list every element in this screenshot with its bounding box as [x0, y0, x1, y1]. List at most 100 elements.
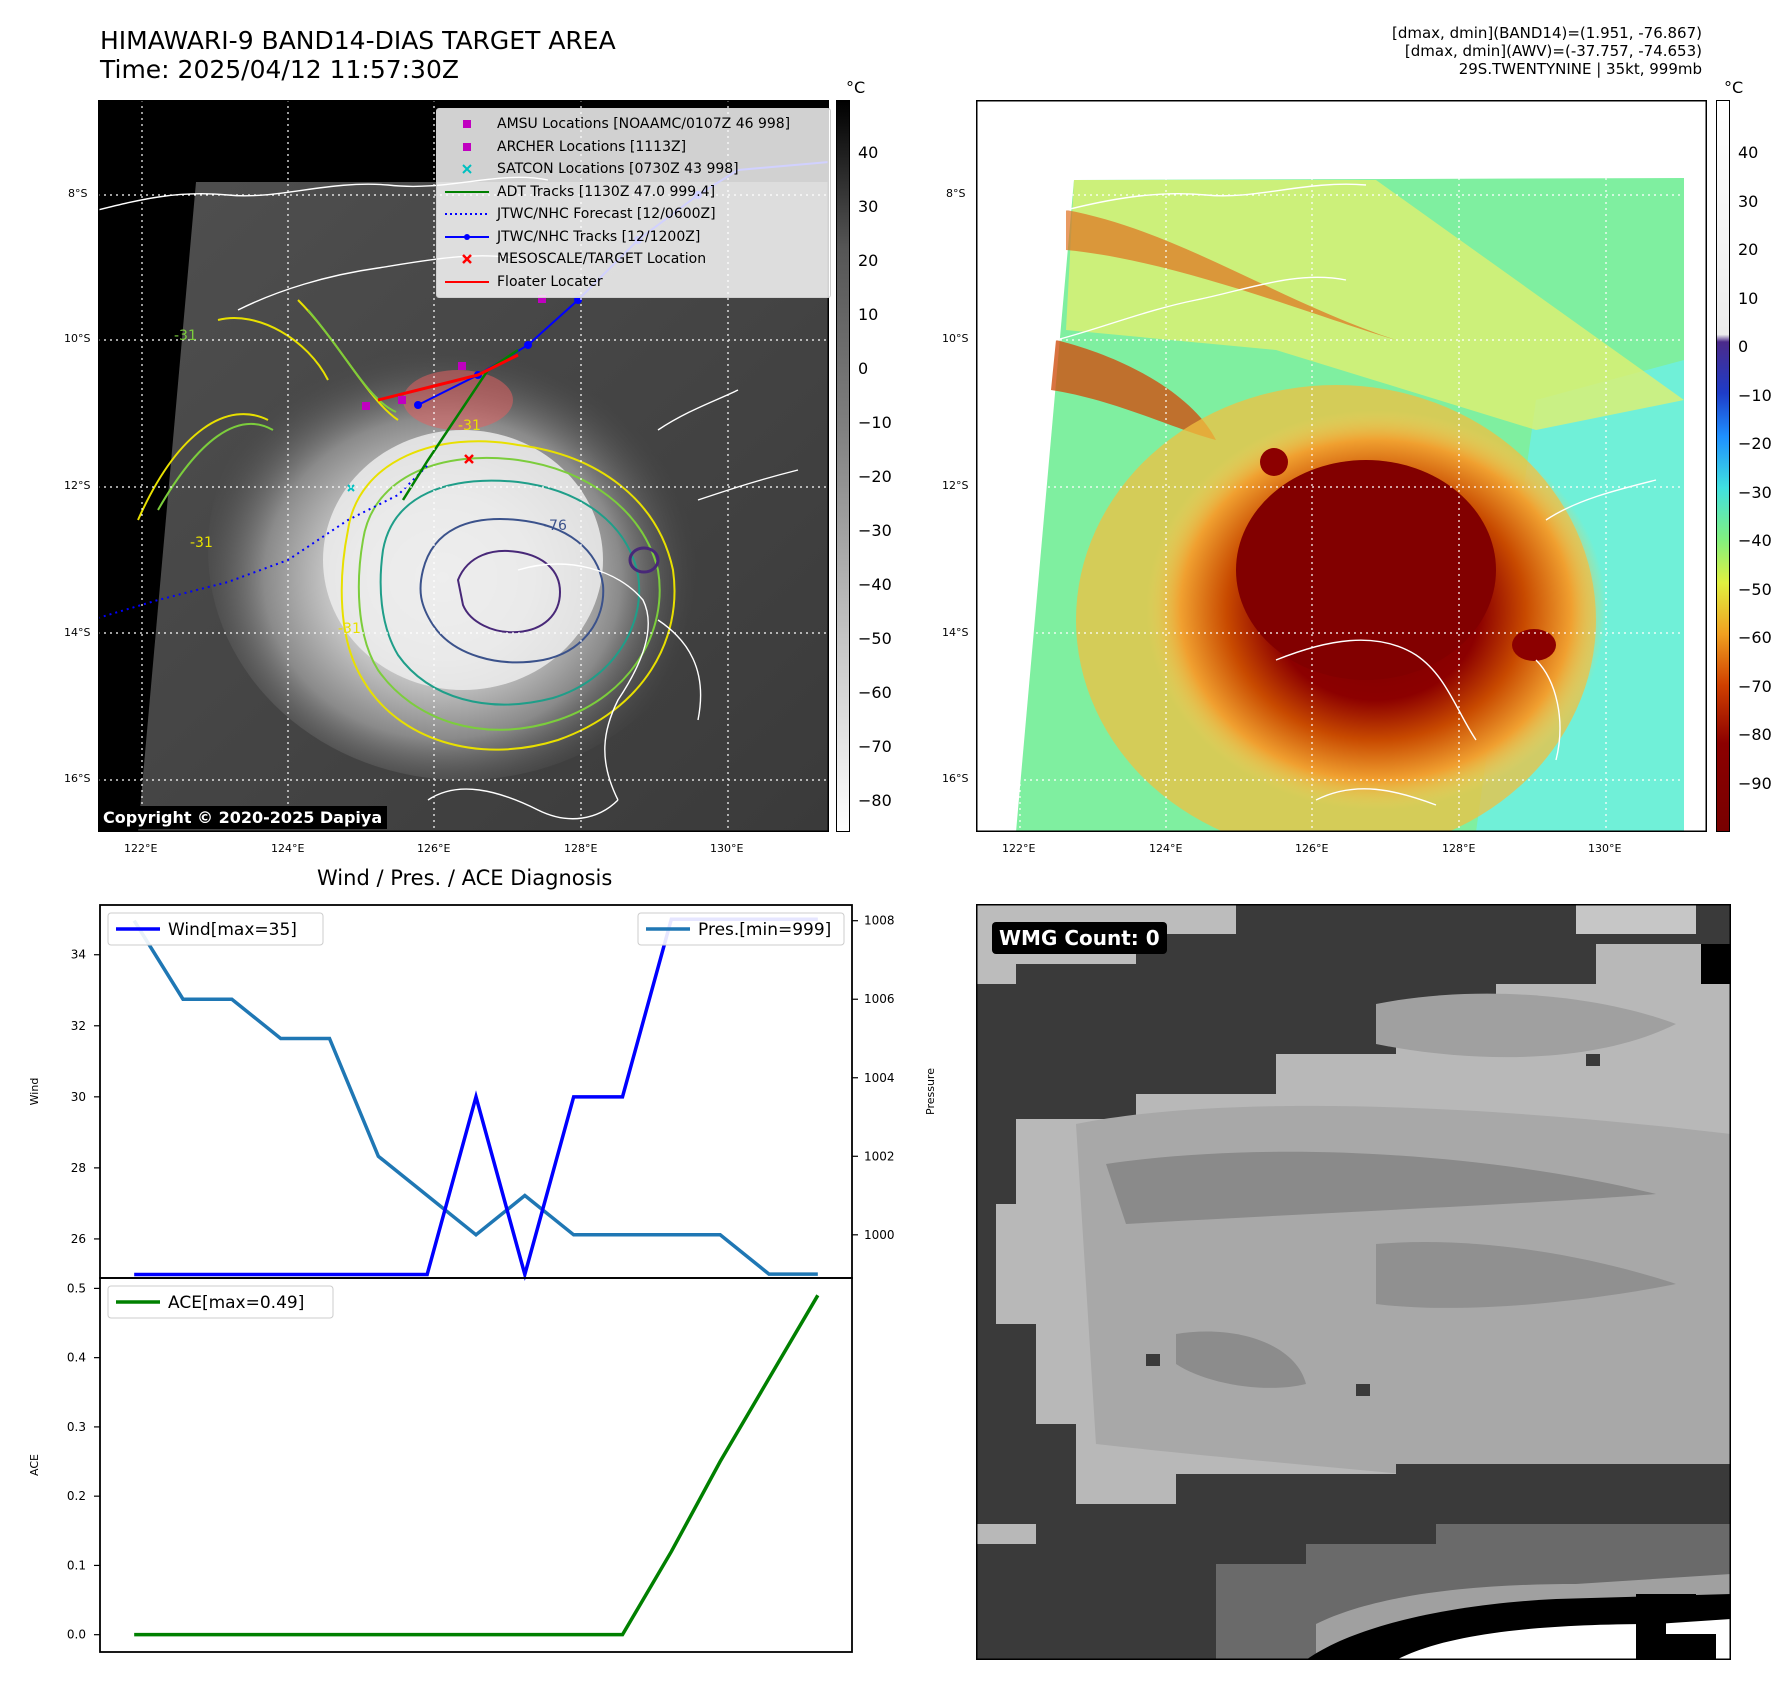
series-line — [134, 1294, 820, 1637]
y-tick-label: 34 — [71, 948, 86, 962]
y2-tick-label: 1002 — [864, 1149, 895, 1163]
colorbar2-tick: −80 — [1738, 725, 1772, 744]
jtwc-forecast-track — [98, 464, 429, 619]
colorbar2-tick: −10 — [1738, 386, 1772, 405]
contour-label-1: -31 — [174, 328, 197, 344]
colorbar2-tick: −70 — [1738, 677, 1772, 696]
contour-label-3: -31 — [190, 535, 213, 551]
floater-track — [377, 353, 519, 402]
diagnosis-chart: 26 28 30 32 34 Wind 1000 1002 1004 1006 1008 Pressu… — [28, 904, 937, 1653]
y-tick-label: 28 — [71, 1161, 86, 1175]
awv-lat-label-10s: 10°S — [942, 332, 969, 345]
colorbar1-tick: 20 — [858, 251, 879, 270]
colorbar2-tick: 10 — [1738, 289, 1759, 308]
chart-frame — [99, 1277, 853, 1653]
legend-satcon: SATCON Locations [0730Z 43 998] — [443, 158, 824, 181]
colorbar2-tick: −90 — [1738, 774, 1772, 793]
colorbar1-tick: 40 — [858, 143, 879, 162]
colorbar2-tick: 30 — [1738, 192, 1759, 211]
lat-label-14s: 14°S — [64, 626, 91, 639]
legend-label: ACE[max=0.49] — [168, 1293, 304, 1313]
lat-label-16s: 16°S — [64, 772, 91, 785]
legend-adt: ADT Tracks [1130Z 47.0 999.4] — [443, 181, 824, 204]
map-legend: AMSU Locations [NOAAMC/0107Z 46 998] ARC… — [436, 108, 831, 298]
figure-title-line2: Time: 2025/04/12 11:57:30Z — [100, 55, 459, 84]
lon-label-124e: 124°E — [271, 842, 305, 855]
target-marker — [464, 454, 474, 464]
diagnosis-title: Wind / Pres. / ACE Diagnosis — [317, 866, 613, 890]
contour-label-2: -31 — [458, 418, 481, 434]
lon-label-126e: 126°E — [417, 842, 451, 855]
colorbar1-tick: 0 — [858, 359, 869, 378]
awv-lat-label-14s: 14°S — [942, 626, 969, 639]
legend-box — [107, 912, 324, 946]
awv-lat-label-8s: 8°S — [946, 187, 966, 200]
x-marker-icon — [443, 252, 491, 266]
colorbar1-unit: °C — [846, 78, 866, 97]
y-tick-label: 30 — [71, 1090, 86, 1104]
colorbar2-unit: °C — [1724, 78, 1744, 97]
line-marker-icon — [443, 185, 491, 199]
storm-info-line2: [dmax, dmin](AWV)=(-37.757, -74.653) — [1404, 42, 1702, 60]
wmg-panel — [976, 904, 1731, 1660]
colorbar2-tick: −60 — [1738, 628, 1772, 647]
awv-lat-label-12s: 12°S — [942, 479, 969, 492]
legend-box — [637, 912, 845, 946]
colorbar2 — [1716, 100, 1730, 832]
y2-tick-label: 1004 — [864, 1071, 895, 1085]
x-marker-icon — [443, 162, 491, 176]
y2-tick-label: 1000 — [864, 1228, 895, 1242]
y2-tick-label: 1006 — [864, 992, 895, 1006]
y-tick-label: 0.1 — [67, 1558, 86, 1572]
contour-label-5: -76 — [544, 518, 567, 534]
amsu-archer-markers — [362, 295, 546, 410]
awv-coastlines — [1055, 183, 1657, 806]
awv-lon-label-126e: 126°E — [1295, 842, 1329, 855]
y-tick-label: 32 — [71, 1019, 86, 1033]
legend-floater: Floater Locater — [443, 271, 824, 294]
figure-title: HIMAWARI-9 BAND14-DIAS TARGET AREA Time:… — [100, 26, 616, 84]
colorbar2-tick: 40 — [1738, 143, 1759, 162]
colorbar1-tick: 10 — [858, 305, 879, 324]
y-tick-label: 0.2 — [67, 1489, 86, 1503]
y2-axis-label: Pressure — [924, 1068, 937, 1115]
satcon-markers — [347, 484, 355, 492]
lon-label-130e: 130°E — [710, 842, 744, 855]
awv-lon-label-122e: 122°E — [1002, 842, 1036, 855]
legend-jtwc-track: JTWC/NHC Tracks [12/1200Z] — [443, 226, 824, 249]
colorbar1-tick: −60 — [858, 683, 892, 702]
y2-tick-label: 1008 — [864, 914, 895, 928]
legend-target: MESOSCALE/TARGET Location — [443, 248, 824, 271]
figure-title-line1: HIMAWARI-9 BAND14-DIAS TARGET AREA — [100, 26, 616, 55]
legend-box — [107, 1285, 334, 1319]
colorbar1-tick: −70 — [858, 737, 892, 756]
legend-archer: ARCHER Locations [1113Z] — [443, 136, 824, 159]
colorbar1-tick: −20 — [858, 467, 892, 486]
pressure-series-line — [132, 919, 818, 1276]
y-tick-label: 0.0 — [67, 1628, 86, 1642]
square-marker-icon — [443, 140, 491, 154]
dotted-line-icon — [443, 207, 491, 221]
y-tick-label: 0.4 — [67, 1351, 86, 1365]
storm-info: [dmax, dmin](BAND14)=(1.951, -76.867) [d… — [1392, 24, 1702, 78]
awv-gridlines — [976, 100, 1707, 832]
colorbar2-tick: −30 — [1738, 483, 1772, 502]
legend-label: Pres.[min=999] — [698, 920, 831, 940]
copyright-label: Copyright © 2020-2025 Dapiya — [98, 806, 388, 829]
line-marker-icon — [443, 275, 491, 289]
y-tick-label: 0.5 — [67, 1281, 86, 1295]
awv-lon-label-128e: 128°E — [1442, 842, 1476, 855]
colorbar2-tick: −40 — [1738, 531, 1772, 550]
contour-label-4: -31 — [338, 621, 361, 637]
y-axis-label: ACE — [28, 1454, 41, 1476]
square-marker-icon — [443, 117, 491, 131]
awv-lat-label-16s: 16°S — [942, 772, 969, 785]
line-dot-icon — [443, 230, 491, 244]
awv-map — [976, 100, 1707, 832]
awv-lon-label-124e: 124°E — [1149, 842, 1183, 855]
y-tick-label: 26 — [71, 1232, 86, 1246]
colorbar1 — [836, 100, 850, 832]
lat-label-10s: 10°S — [64, 332, 91, 345]
colorbar1-tick: −50 — [858, 629, 892, 648]
colorbar2-tick: −20 — [1738, 434, 1772, 453]
